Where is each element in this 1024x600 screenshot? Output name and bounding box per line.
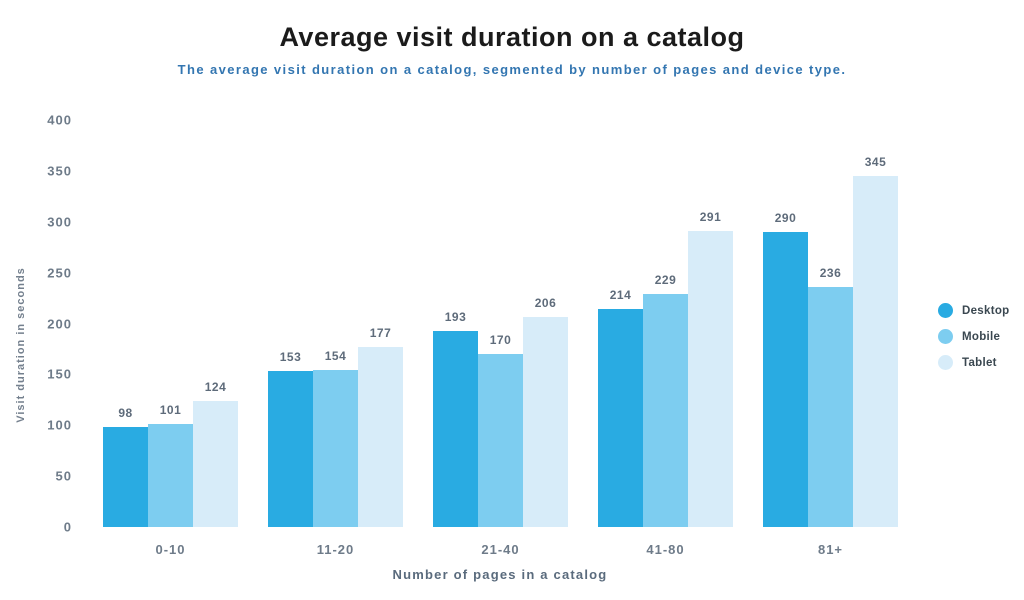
- x-tick-label: 11-20: [316, 542, 355, 557]
- bar-mobile-11-20: [313, 370, 358, 527]
- x-tick-label: 0-10: [155, 542, 186, 557]
- bar-value-label: 170: [489, 333, 512, 347]
- bar-desktop-81+: [763, 232, 808, 527]
- bar-desktop-11-20: [268, 371, 313, 527]
- bar-mobile-0-10: [148, 424, 193, 527]
- y-axis: 0 50 100 150 200 250 300 350 400: [28, 113, 72, 535]
- bar-value-label: 290: [774, 211, 797, 225]
- y-tick-label: 300: [47, 214, 72, 230]
- bar-value-label: 101: [159, 403, 182, 417]
- bar-group-41-80: 214 229 291 41-80: [598, 120, 733, 557]
- legend-label: Tablet: [957, 355, 1002, 370]
- bar-value-label: 214: [609, 288, 632, 302]
- bar-value-label: 177: [369, 326, 392, 340]
- bar-value-label: 154: [324, 349, 347, 363]
- plot-area: 98 101 124 0-10 153 154 177 11-20 193 170 206 21-40…: [103, 120, 898, 557]
- bar-tablet-41-80: [688, 231, 733, 527]
- legend-item-mobile: Mobile: [938, 329, 1014, 344]
- bar-value-label: 153: [279, 350, 302, 364]
- bar-mobile-21-40: [478, 354, 523, 527]
- legend-swatch-icon: [938, 303, 953, 318]
- bar-value-label: 206: [534, 296, 557, 310]
- x-tick-label: 41-80: [646, 542, 685, 557]
- bar-value-label: 193: [444, 310, 467, 324]
- y-tick-label: 0: [63, 519, 72, 535]
- legend: Desktop Mobile Tablet: [938, 303, 1015, 370]
- bar-value-label: 345: [864, 155, 887, 169]
- x-tick-label: 21-40: [481, 542, 520, 557]
- legend-label: Desktop: [957, 303, 1015, 318]
- bar-value-label: 291: [699, 210, 722, 224]
- bar-value-label: 98: [118, 406, 133, 420]
- legend-item-tablet: Tablet: [938, 355, 1014, 370]
- x-axis-title: Number of pages in a catalog: [392, 567, 608, 582]
- y-tick-label: 100: [47, 417, 72, 433]
- chart-subtitle: The average visit duration on a catalog,…: [177, 62, 847, 77]
- legend-swatch-icon: [938, 355, 953, 370]
- bar-mobile-81+: [808, 287, 853, 527]
- chart-title: Average visit duration on a catalog: [279, 22, 745, 52]
- bar-group-21-40: 193 170 206 21-40: [433, 120, 568, 557]
- y-axis-title: Visit duration in seconds: [15, 267, 27, 423]
- bar-group-81+: 290 236 345 81+: [763, 120, 898, 557]
- y-tick-label: 350: [47, 163, 72, 179]
- bar-value-label: 236: [819, 266, 842, 280]
- legend-label: Mobile: [957, 329, 1006, 344]
- bar-desktop-41-80: [598, 309, 643, 527]
- bar-tablet-81+: [853, 176, 898, 527]
- y-tick-label: 50: [55, 468, 72, 484]
- y-tick-label: 400: [47, 112, 72, 128]
- bar-value-label: 124: [204, 380, 227, 394]
- x-tick-label: 81+: [817, 542, 844, 557]
- y-tick-label: 150: [47, 366, 72, 382]
- bar-value-label: 229: [654, 273, 677, 287]
- bar-group-0-10: 98 101 124 0-10: [103, 120, 238, 557]
- y-tick-label: 200: [47, 316, 72, 331]
- bar-tablet-11-20: [358, 347, 403, 527]
- bar-desktop-0-10: [103, 427, 148, 527]
- bar-tablet-0-10: [193, 401, 238, 527]
- legend-swatch-icon: [938, 329, 953, 344]
- bar-mobile-41-80: [643, 294, 688, 527]
- bar-desktop-21-40: [433, 331, 478, 527]
- y-tick-label: 250: [47, 265, 72, 281]
- bar-group-11-20: 153 154 177 11-20: [268, 120, 403, 557]
- legend-item-desktop: Desktop: [938, 303, 1015, 318]
- bar-tablet-21-40: [523, 317, 568, 527]
